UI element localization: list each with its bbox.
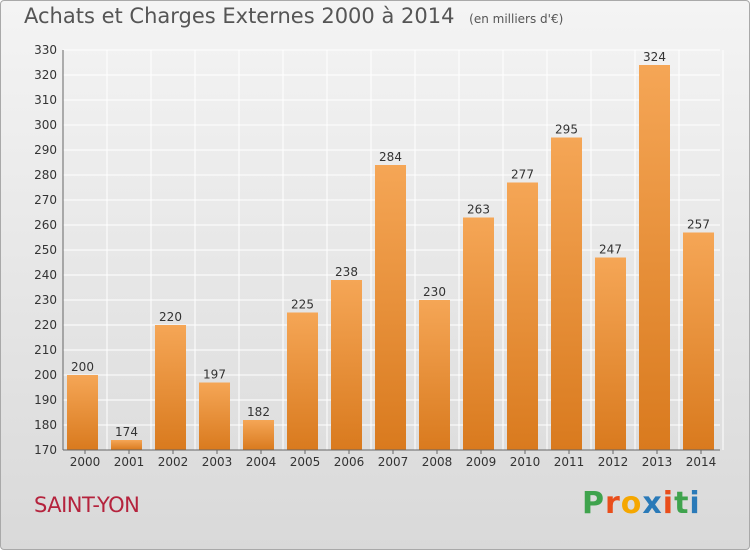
- x-tick-label: 2005: [290, 455, 321, 469]
- x-tick-label: 2012: [598, 455, 629, 469]
- bar-value-label: 174: [115, 425, 138, 439]
- logo-letter: x: [642, 486, 663, 521]
- x-tick-label: 2001: [114, 455, 145, 469]
- x-tick-label: 2006: [334, 455, 365, 469]
- logo-letter: t: [674, 486, 690, 521]
- x-tick-label: 2011: [554, 455, 585, 469]
- x-tick-label: 2009: [466, 455, 497, 469]
- y-tick-label: 310: [34, 93, 57, 107]
- bar-value-label: 225: [291, 298, 314, 312]
- subtitle-text: (en milliers d'€): [469, 12, 564, 26]
- bar-value-label: 197: [203, 368, 226, 382]
- bar-value-label: 324: [643, 50, 666, 64]
- y-tick-label: 220: [34, 318, 57, 332]
- bar-value-label: 182: [247, 405, 270, 419]
- y-tick-label: 290: [34, 143, 57, 157]
- logo-letter: o: [620, 486, 643, 521]
- bar: [551, 137, 582, 450]
- bar: [463, 217, 494, 450]
- x-tick-label: 2000: [70, 455, 101, 469]
- bar: [507, 182, 538, 450]
- bar-value-label: 263: [467, 203, 490, 217]
- chart-title: Achats et Charges Externes 2000 à 2014 (…: [24, 4, 563, 28]
- bar-value-label: 277: [511, 168, 534, 182]
- bar-value-label: 238: [335, 265, 358, 279]
- x-tick-label: 2004: [246, 455, 277, 469]
- bar-value-label: 200: [71, 360, 94, 374]
- y-tick-label: 190: [34, 393, 57, 407]
- x-tick-label: 2002: [158, 455, 189, 469]
- y-tick-label: 230: [34, 293, 57, 307]
- y-tick-label: 280: [34, 168, 57, 182]
- bar: [111, 440, 142, 450]
- x-tick-label: 2013: [642, 455, 673, 469]
- y-tick-label: 210: [34, 343, 57, 357]
- y-tick-label: 170: [34, 443, 57, 457]
- bar: [155, 325, 186, 450]
- y-tick-label: 330: [34, 43, 57, 57]
- y-tick-label: 270: [34, 193, 57, 207]
- proxiti-logo: Proxiti: [582, 486, 701, 521]
- y-tick-label: 300: [34, 118, 57, 132]
- x-tick-label: 2014: [686, 455, 717, 469]
- bar: [683, 232, 714, 450]
- logo-letter: i: [689, 486, 701, 521]
- title-text: Achats et Charges Externes 2000 à 2014: [24, 4, 455, 28]
- logo-letter: P: [582, 486, 605, 521]
- y-tick-label: 240: [34, 268, 57, 282]
- y-tick-label: 200: [34, 368, 57, 382]
- logo-letter: r: [605, 486, 621, 521]
- bar-value-label: 230: [423, 285, 446, 299]
- bar: [199, 382, 230, 450]
- bar-value-label: 220: [159, 310, 182, 324]
- bar: [419, 300, 450, 450]
- bar: [67, 375, 98, 450]
- logo-letter: i: [662, 486, 675, 521]
- bar: [331, 280, 362, 450]
- bar: [639, 65, 670, 450]
- x-tick-label: 2008: [422, 455, 453, 469]
- bar: [595, 257, 626, 450]
- x-tick-label: 2010: [510, 455, 541, 469]
- y-tick-label: 250: [34, 243, 57, 257]
- y-tick-label: 320: [34, 68, 57, 82]
- y-tick-label: 180: [34, 418, 57, 432]
- bar-value-label: 284: [379, 150, 402, 164]
- bar: [243, 420, 274, 450]
- bar-value-label: 257: [687, 218, 710, 232]
- bar: [375, 165, 406, 450]
- y-tick-label: 260: [34, 218, 57, 232]
- x-tick-label: 2003: [202, 455, 233, 469]
- bar-value-label: 295: [555, 123, 578, 137]
- x-tick-label: 2007: [378, 455, 409, 469]
- bar: [287, 312, 318, 450]
- city-name: SAINT-YON: [34, 493, 140, 517]
- bar-value-label: 247: [599, 243, 622, 257]
